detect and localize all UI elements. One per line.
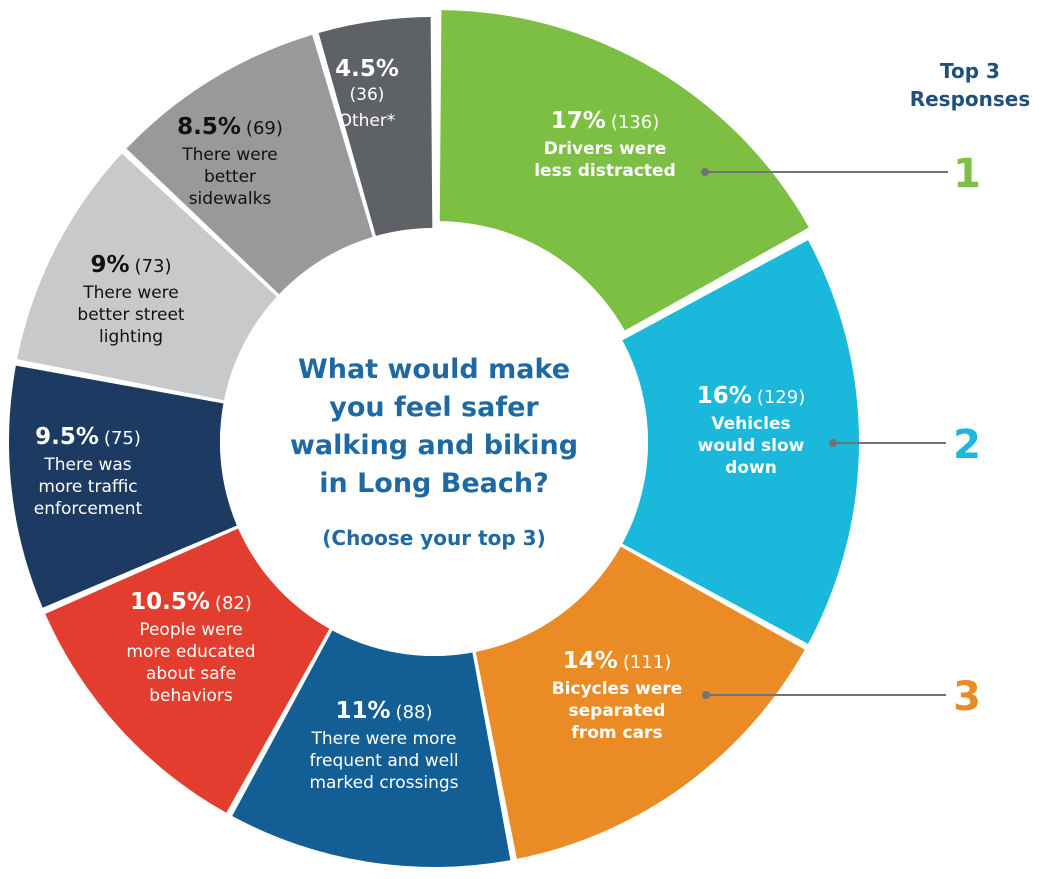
donut-hole: [220, 228, 648, 656]
callouts-group: 1 2 3: [701, 151, 981, 720]
slice-5: [45, 528, 330, 813]
slice-text-line: more traffic: [38, 477, 137, 497]
slice-count: (136): [611, 112, 659, 133]
slice-3: [475, 546, 805, 859]
slice-label-5: 10.5% (82) People were more educated about s…: [126, 589, 255, 706]
slice-percent: 9.5%: [35, 424, 99, 450]
slice-label-9: 4.5% (36) Other*: [335, 56, 399, 131]
callout-dot-3: [702, 691, 710, 699]
slice-count: (129): [757, 387, 805, 408]
slice-percent: 9%: [90, 252, 129, 278]
slice-text-line: from cars: [571, 723, 662, 743]
callout-dot-2: [829, 439, 837, 447]
slice-count: (69): [246, 118, 283, 139]
slice-text-line: marked crossings: [309, 773, 458, 793]
slice-count: (111): [623, 652, 671, 673]
slice-text-line: better: [204, 167, 256, 187]
rank-number-3: 3: [953, 674, 981, 720]
center-question-line: you feel safer: [329, 392, 539, 423]
callout-dot-1: [701, 168, 709, 176]
slice-text-line: Drivers were: [544, 139, 667, 159]
center-question-line: walking and biking: [290, 430, 578, 461]
slice-percent: 14%: [563, 648, 618, 674]
slice-text-line: lighting: [99, 327, 163, 347]
slice-text-line: about safe: [146, 664, 236, 684]
slice-percent: 16%: [697, 383, 752, 409]
center-question-line: What would make: [298, 354, 570, 385]
slice-text-line: sidewalks: [189, 189, 272, 209]
slice-label-7: 9% (73) There were better street lighting: [77, 252, 184, 347]
slice-text-line: more educated: [126, 642, 255, 662]
top-heading-line: Top 3: [940, 59, 1000, 83]
slice-text-line: enforcement: [34, 499, 143, 519]
top-heading-line: Responses: [910, 87, 1031, 111]
slice-text-line: less distracted: [534, 161, 676, 181]
slice-text-line: down: [725, 458, 777, 478]
slice-text-line: better street: [77, 305, 184, 325]
slice-percent: 8.5%: [177, 114, 241, 140]
slice-text-line: There was: [43, 455, 131, 475]
center-question-line: in Long Beach?: [319, 468, 549, 499]
slice-text-line: People were: [139, 620, 242, 640]
rank-number-2: 2: [953, 422, 981, 468]
top-responses-heading: Top 3 Responses: [910, 59, 1031, 111]
slice-text-line: Bicycles were: [552, 679, 683, 699]
slice-count: (73): [135, 256, 172, 277]
slice-text-line: There were: [82, 283, 179, 303]
slice-text-line: frequent and well: [309, 751, 458, 771]
slice-percent: 10.5%: [130, 589, 210, 615]
slice-text-line: would slow: [698, 436, 805, 456]
slice-percent: 11%: [335, 698, 390, 724]
slice-count: (36): [350, 85, 385, 105]
slice-2: [622, 240, 859, 644]
slice-label-3: 14% (111) Bicycles were separated from cars: [552, 648, 683, 743]
slice-text-line: Other*: [339, 111, 396, 131]
slice-4: [232, 630, 511, 867]
slice-label-2: 16% (129) Vehicles would slow down: [697, 383, 805, 478]
rank-number-1: 1: [953, 151, 981, 197]
slice-percent: 17%: [551, 108, 606, 134]
slice-6: [8, 365, 237, 608]
slice-9: [318, 17, 433, 237]
slice-8: [126, 34, 373, 295]
slice-text-line: Vehicles: [711, 414, 790, 434]
slice-count: (88): [396, 702, 433, 723]
slice-text-line: There were: [181, 145, 278, 165]
slice-1: [439, 10, 809, 331]
slice-label-4: 11% (88) There were more frequent and well m…: [309, 698, 458, 793]
center-note: (Choose your top 3): [322, 526, 545, 550]
slice-label-6: 9.5% (75) There was more traffic enforcement: [34, 424, 143, 519]
slice-text-line: There were more: [311, 729, 457, 749]
slices-group: [8, 10, 859, 867]
slice-percent: 4.5%: [335, 56, 399, 82]
center-question: What would make you feel safer walking and…: [290, 354, 578, 499]
slice-label-1: 17% (136) Drivers were less distracted: [534, 108, 676, 181]
slice-7: [17, 153, 277, 401]
slice-text-line: separated: [569, 701, 666, 721]
slice-count: (75): [104, 428, 141, 449]
slice-count: (82): [215, 593, 252, 614]
slice-label-8: 8.5% (69) There were better sidewalks: [177, 114, 283, 209]
slice-text-line: behaviors: [149, 686, 233, 706]
